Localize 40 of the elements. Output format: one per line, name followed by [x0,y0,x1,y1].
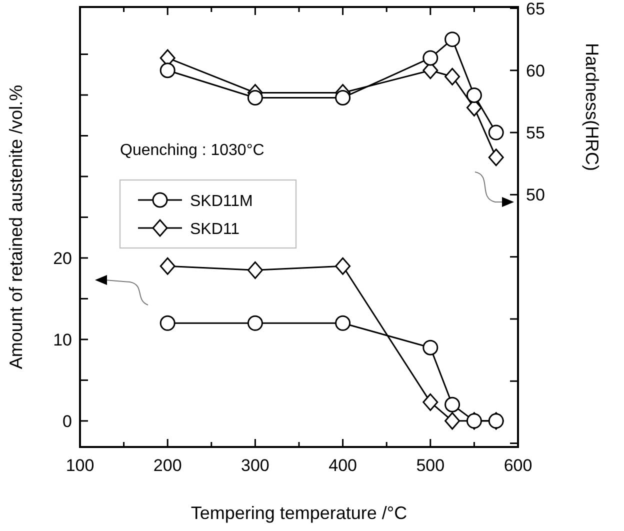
point [466,88,482,103]
annotation: Quenching : 1030°C [120,142,264,159]
x-tick-label: 200 [153,456,182,475]
point [488,413,504,429]
point [444,396,460,412]
y-tick-label: 20 [53,248,72,268]
point [488,148,504,166]
y2-tick-label: 50 [526,186,545,205]
point [422,340,438,356]
point [335,90,351,106]
x-axis-title: Tempering temperature /°C [190,503,408,523]
point [422,50,438,66]
point [160,315,176,331]
x-tick-label: 400 [328,456,357,475]
point [422,393,438,411]
x-tick-label: 100 [66,456,94,475]
x-tick-label: 300 [241,456,270,475]
point [247,261,263,279]
legend-label: SKD11 [190,221,240,238]
point [160,62,176,78]
point [335,257,351,275]
point [444,412,460,430]
point [247,90,263,106]
y-axis-title: Amount of retained austenite /vol.% [6,84,26,370]
x-tick-label: 600 [504,456,532,475]
y2-tick-label: 65 [526,0,545,18]
point [160,257,176,275]
point [444,68,460,86]
point [488,124,504,140]
y-tick-label: 0 [62,412,72,431]
point [466,413,482,429]
x-tick-label: 500 [416,456,445,475]
y-tick-label: 10 [53,330,72,350]
y2-tick-label: 60 [526,61,545,80]
point [444,32,460,48]
point [335,315,351,331]
y2-tick-label: 55 [526,124,545,143]
point [247,315,263,331]
y2-axis-title: Hardness(HRC) [582,42,602,172]
legend-label: SKD11M [190,193,253,210]
